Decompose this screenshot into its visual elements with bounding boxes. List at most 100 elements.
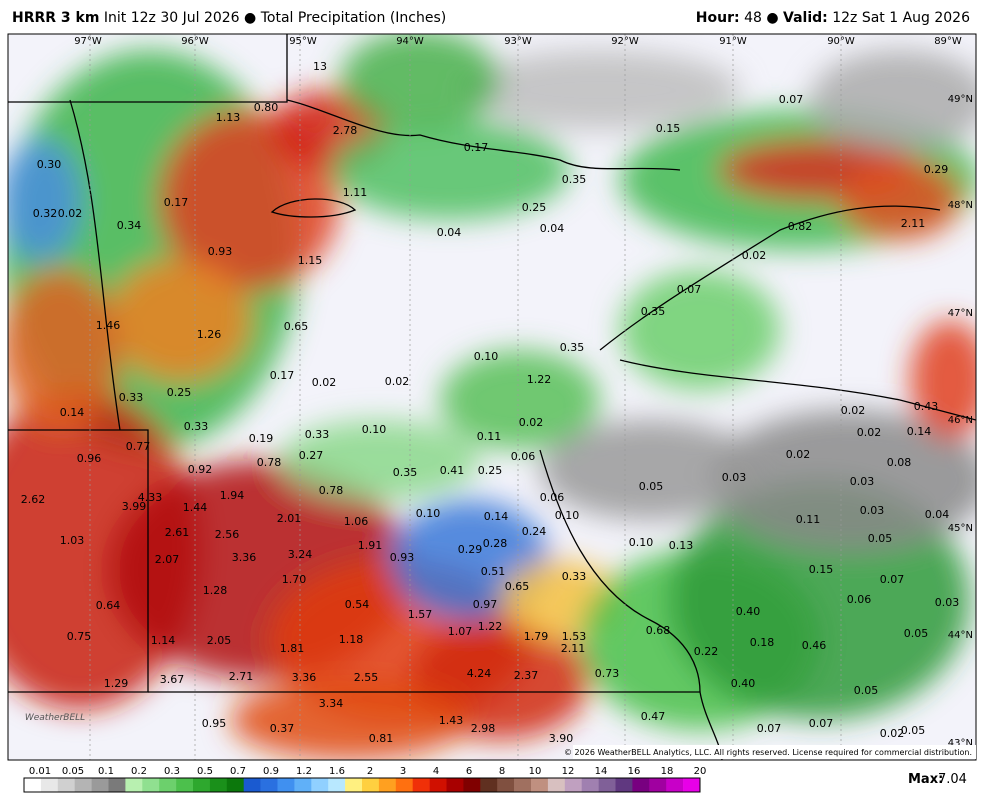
value-label: 0.11	[796, 513, 821, 526]
value-label: 0.03	[860, 504, 885, 517]
value-label: 0.47	[641, 710, 666, 723]
value-label: 0.04	[437, 226, 462, 239]
precip-blob	[8, 270, 120, 430]
lat-label: 49°N	[948, 94, 973, 105]
colorbar-label: 2	[367, 766, 373, 777]
value-label: 0.35	[560, 341, 585, 354]
value-label: 0.35	[393, 466, 418, 479]
value-label: 1.07	[448, 625, 473, 638]
value-label: 1.03	[60, 534, 85, 547]
colorbar-swatch	[395, 778, 413, 792]
precip-blob	[8, 140, 80, 260]
colorbar-swatch	[514, 778, 532, 792]
colorbar-label: 8	[499, 766, 505, 777]
value-label: 0.05	[904, 627, 929, 640]
colorbar-swatch	[311, 778, 329, 792]
graticule	[89, 34, 842, 760]
value-label: 3.36	[232, 551, 257, 564]
lake	[270, 198, 357, 218]
colorbar-swatch	[480, 778, 498, 792]
value-label: 0.30	[37, 158, 62, 171]
value-label: 0.33	[184, 420, 209, 433]
value-label: 1.81	[280, 642, 305, 655]
colorbar-swatch	[429, 778, 447, 792]
value-label: 1.43	[439, 714, 464, 727]
value-label: 0.02	[742, 249, 767, 262]
value-label: 0.06	[847, 593, 872, 606]
precip-blob	[620, 270, 780, 390]
value-label: 0.25	[478, 464, 503, 477]
colorbar-swatch	[598, 778, 616, 792]
value-label: 0.07	[779, 93, 804, 106]
colorbar-label: 1.6	[329, 766, 345, 777]
colorbar-label: 0.05	[62, 766, 84, 777]
border	[8, 429, 149, 693]
colorbar-swatch	[142, 778, 160, 792]
max-label: Max:	[908, 772, 943, 787]
product: Total Precipitation (Inches)	[260, 10, 447, 26]
value-label: 2.55	[354, 671, 379, 684]
colorbar-swatch	[497, 778, 515, 792]
value-label: 0.33	[562, 570, 587, 583]
value-label: 0.33	[305, 428, 330, 441]
value-label: 0.35	[562, 173, 587, 186]
valid: 12z Sat 1 Aug 2026	[832, 10, 970, 26]
value-label: 0.46	[802, 639, 827, 652]
value-label: 0.32	[33, 207, 58, 220]
value-label: 0.10	[629, 536, 654, 549]
precip-field	[8, 34, 976, 760]
colorbar-swatch	[615, 778, 633, 792]
colorbar-swatch	[463, 778, 481, 792]
value-label: 1.22	[527, 373, 552, 386]
colorbar-swatch	[24, 778, 42, 792]
value-label: 1.44	[183, 501, 208, 514]
lat-label: 48°N	[948, 200, 973, 211]
colorbar-swatch	[243, 778, 261, 792]
bullet: ●	[244, 10, 257, 26]
precip-blob	[460, 50, 740, 130]
precip-blob	[110, 260, 250, 380]
value-label: 0.43	[914, 400, 939, 413]
border	[599, 205, 941, 351]
lat-label: 44°N	[948, 630, 973, 641]
value-label: 1.18	[339, 633, 364, 646]
value-label: 2.62	[21, 493, 46, 506]
value-label: 3.67	[160, 673, 185, 686]
value-label: 0.35	[641, 305, 666, 318]
value-label: 0.40	[731, 677, 756, 690]
header-left: HRRR 3 km Init 12z 30 Jul 2026 ● Total P…	[12, 10, 446, 26]
value-label: 1.46	[96, 319, 121, 332]
value-label: 0.24	[522, 525, 547, 538]
value-label: 0.03	[722, 471, 747, 484]
value-label: 0.02	[385, 375, 410, 388]
value-label: 0.93	[208, 245, 233, 258]
bullet: ●	[766, 10, 779, 26]
colorbar-label: 20	[694, 766, 707, 777]
value-label: 1.11	[343, 186, 368, 199]
colorbar-label: 1.2	[296, 766, 312, 777]
colorbar-label: 0.7	[230, 766, 246, 777]
value-label: 0.29	[924, 163, 949, 176]
value-label: 0.54	[345, 598, 370, 611]
value-label: 4.33	[138, 491, 163, 504]
value-label: 0.17	[270, 369, 295, 382]
value-label: 2.71	[229, 670, 254, 683]
value-label: 0.14	[60, 406, 85, 419]
value-label: 2.01	[277, 512, 302, 525]
value-label: 0.97	[473, 598, 498, 611]
value-label: 0.95	[202, 717, 227, 730]
value-label: 0.73	[595, 667, 620, 680]
value-label: 1.15	[298, 254, 323, 267]
value-label: 0.02	[58, 207, 83, 220]
value-label: 0.22	[694, 645, 719, 658]
colorbar: 0.01 0.05 0.1 0.2 0.3 0.5 0.7 0.9 1.2 1.6 2 3 4 6 8 10 1…	[23, 766, 707, 793]
value-label: 3.34	[319, 697, 344, 710]
value-label: 0.05	[854, 684, 879, 697]
value-label: 0.02	[841, 404, 866, 417]
precip-blob	[810, 50, 976, 150]
value-label: 0.75	[67, 630, 92, 643]
colorbar-swatch	[378, 778, 397, 792]
value-label: 0.34	[117, 219, 142, 232]
